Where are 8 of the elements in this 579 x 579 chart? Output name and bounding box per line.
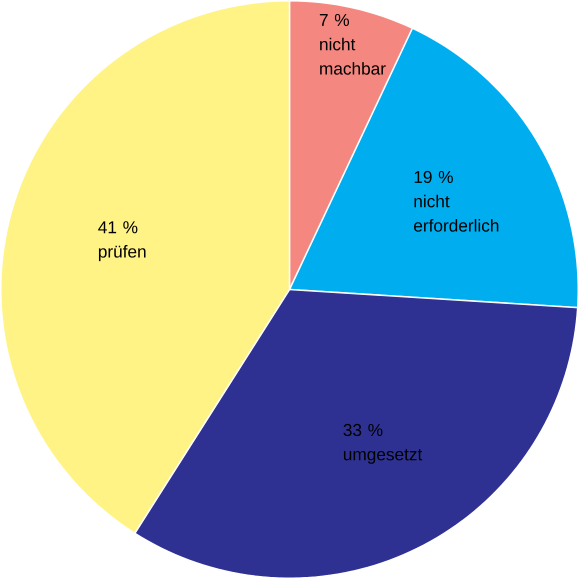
slice-label: nicht erforderlich: [414, 194, 498, 232]
data-label: 41 %: [98, 221, 138, 234]
data-label: 33 %: [343, 424, 382, 436]
data-label: 19 %: [414, 170, 453, 184]
slice-label: umgesetzt: [344, 449, 422, 464]
slice-label: nicht machbar: [320, 38, 386, 75]
slice-label: prüfen: [98, 245, 146, 262]
data-label: 7 %: [320, 14, 349, 26]
